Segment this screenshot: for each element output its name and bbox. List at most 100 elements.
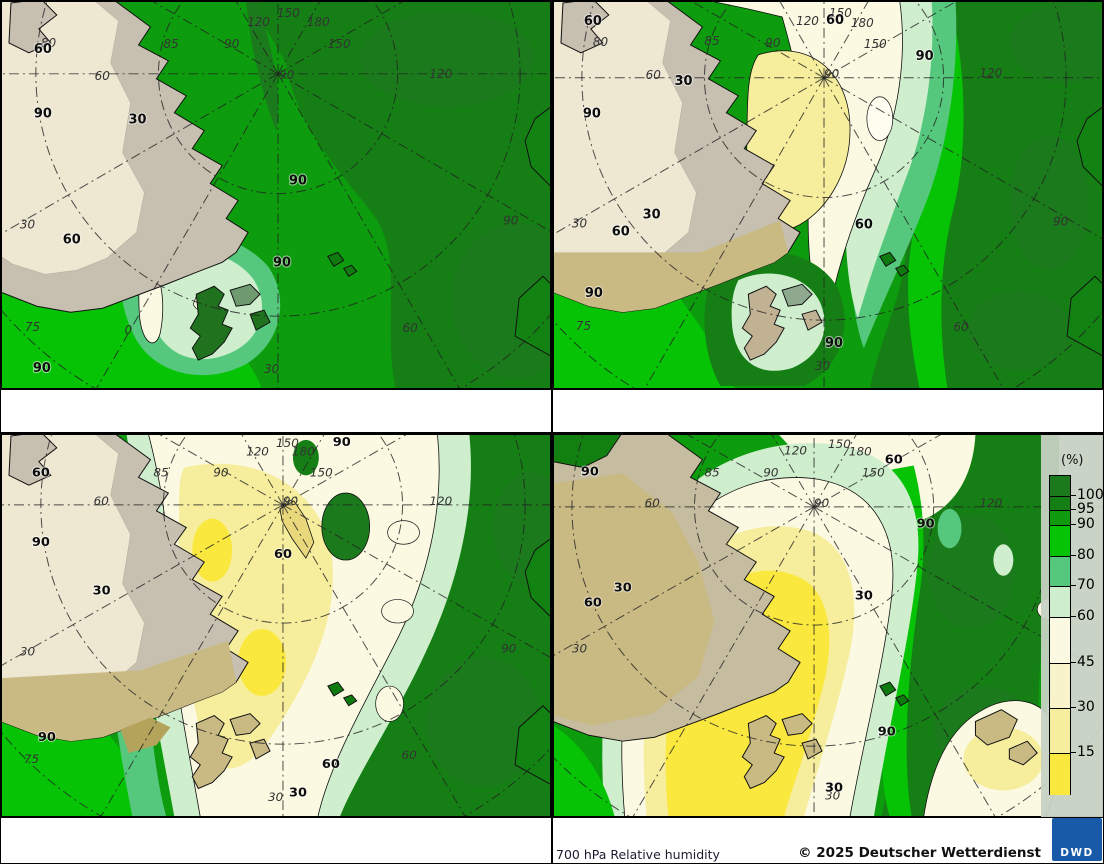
- legend-band: [1050, 476, 1070, 496]
- land-group: [1, 434, 551, 790]
- dry-hole: [381, 599, 414, 624]
- graticule: [1, 1, 551, 389]
- nw-corner-moist-land: [553, 434, 623, 468]
- map-frame: [1, 434, 551, 817]
- map-label: 90: [32, 535, 50, 550]
- map-label: 60: [403, 321, 418, 335]
- moist-blob: [292, 439, 319, 476]
- contour-labels: 90 60 90 30 60 30 30 90: [580, 452, 936, 797]
- legend-band: [1050, 753, 1070, 795]
- map-label: 60: [646, 68, 661, 82]
- legend-band: [1050, 496, 1070, 511]
- svalbard-main-island: [189, 715, 233, 790]
- caption-1000hpa: WV13~NPOL145 1000 hpa Relative humidity …: [1, 389, 551, 432]
- dry-hole: [387, 520, 420, 545]
- map-label: 150: [864, 37, 887, 51]
- map-label: 150: [828, 437, 851, 451]
- map-label: 120: [247, 15, 270, 29]
- map-label: 120: [784, 444, 807, 458]
- map-label: 90: [33, 361, 51, 376]
- map-label: 60: [322, 757, 340, 772]
- map-label: 30: [264, 362, 279, 376]
- legend-band: [1050, 586, 1070, 618]
- map-label: 30: [643, 207, 661, 222]
- map-label: 90: [279, 68, 294, 82]
- graticule: [1, 434, 551, 817]
- map-label: 60: [645, 496, 660, 510]
- svalbard-main-island: [189, 285, 233, 361]
- map-label: 120: [796, 14, 819, 28]
- legend-band: [1050, 510, 1070, 526]
- panel-925hpa: 80 85 90 120 150 180 150 90 120 60 30 75 30 60 90 60 60 9…: [552, 0, 1104, 433]
- map-label: 30: [815, 359, 830, 373]
- legend-tick: [1070, 707, 1076, 708]
- map-label: 85: [153, 465, 168, 479]
- color-legend: (%) 100 95 90 80 70 60 45 30 15: [1041, 435, 1104, 817]
- map-label: 90: [825, 336, 843, 351]
- map-label: 120: [979, 66, 1002, 80]
- franz-josef-islands: [879, 251, 910, 277]
- svalbard-ne-island: [229, 713, 261, 736]
- map-label: 30: [268, 790, 283, 804]
- map-label: 85: [163, 37, 178, 51]
- map-frame: [1, 1, 551, 389]
- dry-hole: [375, 685, 404, 722]
- map-label: 90: [273, 255, 291, 270]
- right-edge-land: [514, 705, 551, 786]
- greenland-south-dry-land: [553, 220, 789, 313]
- map-label: 30: [129, 113, 147, 128]
- map-1000hpa: 80 85 90 120 150 180 150 90 120 60 90 60 30 0 75 30 60 90…: [1, 1, 551, 389]
- map-label: 60: [584, 595, 602, 610]
- map-label: 150: [328, 37, 351, 51]
- map-label: 90: [333, 435, 351, 450]
- map-label: 60: [274, 547, 292, 562]
- pale-spot: [993, 544, 1014, 576]
- greenland-dry-interior: [553, 473, 715, 726]
- map-label: 90: [585, 286, 603, 301]
- map-label: 60: [954, 320, 969, 334]
- legend-band: [1050, 663, 1070, 709]
- legend-tick-label: 30: [1077, 699, 1095, 715]
- map-label: 75: [24, 752, 39, 766]
- map-title: 850 hPa Relative humidity: [4, 859, 551, 862]
- svalbard-main-island: [741, 285, 785, 361]
- map-label: 150: [276, 436, 299, 450]
- right-edge-land: [1066, 275, 1103, 357]
- legend-tick-label: 70: [1077, 577, 1095, 593]
- map-label: 60: [584, 14, 602, 29]
- right-edge-land: [514, 275, 551, 357]
- contour-labels: 60 60 90 30 90 30 60 90 60 90: [582, 12, 935, 352]
- novaya-zemlya-land: [974, 709, 1038, 766]
- map-label: 60: [612, 224, 630, 239]
- map-label: 30: [20, 217, 35, 231]
- legend-tick-label: 95: [1077, 501, 1095, 517]
- map-label: 30: [614, 581, 632, 596]
- map-title: 925 hPa Relative humidity: [556, 431, 1103, 432]
- pale-spot: [937, 508, 962, 549]
- graticule: [553, 1, 1103, 389]
- map-label: 90: [503, 213, 518, 227]
- map-label: 60: [94, 494, 109, 508]
- map-label: 180: [851, 16, 874, 30]
- map-label: 30: [675, 74, 693, 89]
- humidity-100-blob: [1009, 3, 1103, 83]
- legend-tick: [1070, 662, 1076, 663]
- map-label: 30: [825, 788, 840, 802]
- map-label: 150: [277, 6, 300, 20]
- map-label: 180: [307, 15, 330, 29]
- legend-band: [1050, 617, 1070, 664]
- map-label: 120: [429, 494, 452, 508]
- franz-josef-islands: [879, 681, 910, 707]
- dwd-logo-text: DWD: [1060, 847, 1094, 860]
- map-label: 30: [289, 785, 307, 800]
- svalbard-e-island: [801, 309, 823, 331]
- map-label: 60: [63, 232, 81, 247]
- map-label: 30: [825, 780, 843, 795]
- right-edge-land: [524, 537, 551, 618]
- copyright-text: © 2025 Deutscher Wetterdienst: [798, 845, 1041, 862]
- caption-700hpa: 700 hPa Relative humidity VT: 00 UTC Mon…: [553, 817, 1103, 862]
- legend-tick: [1070, 509, 1076, 510]
- map-label: 30: [93, 584, 111, 599]
